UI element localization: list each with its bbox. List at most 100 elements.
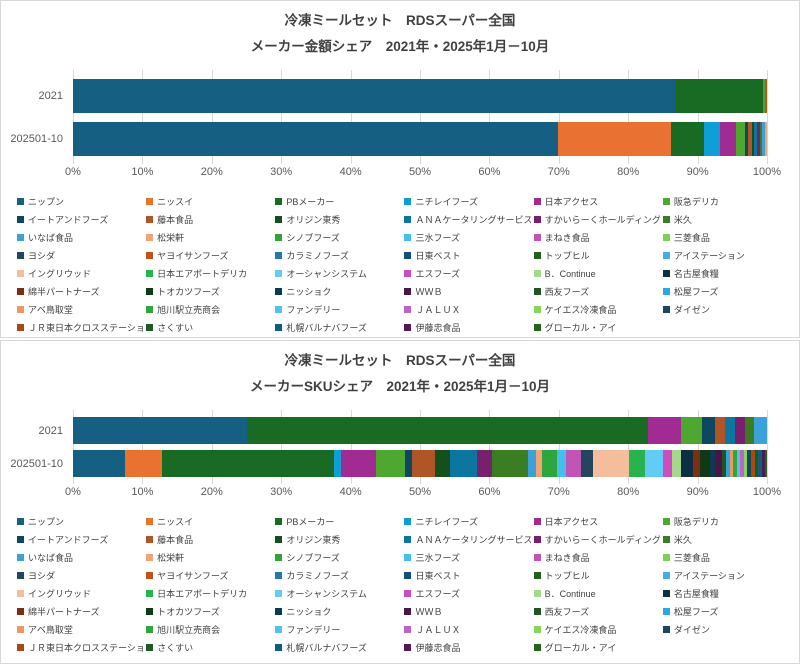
bar-segment[interactable] <box>714 417 726 444</box>
legend-item[interactable]: さくすい <box>146 320 272 334</box>
bar-segment[interactable] <box>744 121 749 156</box>
bar-segment[interactable] <box>754 417 767 444</box>
legend-item[interactable]: ダイゼン <box>662 302 789 316</box>
legend-item[interactable]: B．Continue <box>533 586 660 600</box>
bar-segment[interactable] <box>750 450 755 477</box>
legend-item[interactable]: 三水フーズ <box>404 230 530 244</box>
bar-segment[interactable] <box>733 450 737 477</box>
legend-item[interactable]: ケイエス冷凍食品 <box>533 622 660 636</box>
bar-segment[interactable] <box>645 450 664 477</box>
bar-segment[interactable] <box>161 450 334 477</box>
legend-item[interactable]: オリジン東秀 <box>275 212 401 226</box>
legend-item[interactable]: 名古屋食糧 <box>662 586 789 600</box>
legend-item[interactable]: 綿半パートナーズ <box>17 284 143 298</box>
bar-segment[interactable] <box>764 121 767 156</box>
legend-item[interactable]: ニッショク <box>275 284 401 298</box>
bar-segment[interactable] <box>725 450 730 477</box>
legend-item[interactable]: アイステーション <box>662 248 789 262</box>
legend-item[interactable]: PBメーカー <box>275 514 401 528</box>
legend-item[interactable]: エスフーズ <box>404 586 530 600</box>
legend-item[interactable]: ヨシダ <box>17 568 143 582</box>
legend-item[interactable]: 日本アクセス <box>533 194 660 208</box>
bar-segment[interactable] <box>719 121 736 156</box>
bar-segment[interactable] <box>558 121 672 156</box>
bar-segment[interactable] <box>648 417 681 444</box>
legend-item[interactable]: 米久 <box>662 212 789 226</box>
bar-segment[interactable] <box>73 121 559 156</box>
bar-segment[interactable] <box>700 450 710 477</box>
bar-segment[interactable] <box>702 417 715 444</box>
bar-segment[interactable] <box>681 450 694 477</box>
bar-segment[interactable] <box>680 417 703 444</box>
legend-item[interactable]: ＡＮＡケータリングサービス <box>404 532 531 546</box>
legend-item[interactable]: エスフーズ <box>404 266 530 280</box>
bar-segment[interactable] <box>743 450 748 477</box>
legend-item[interactable]: ニッショク <box>275 604 401 618</box>
legend-item[interactable]: トオカツフーズ <box>146 604 272 618</box>
legend-item[interactable]: オーシャンシステム <box>275 266 401 280</box>
legend-item[interactable]: ファンデリー <box>275 622 401 636</box>
bar-segment[interactable] <box>740 450 744 477</box>
legend-item[interactable]: 日東ベスト <box>404 248 530 262</box>
legend-item[interactable]: 三菱食品 <box>662 550 789 564</box>
legend-item[interactable]: 札幌バルナバフーズ <box>275 640 401 654</box>
legend-item[interactable]: 藤本食品 <box>146 532 272 546</box>
legend-item[interactable]: 名古屋食糧 <box>662 266 789 280</box>
bar-segment[interactable] <box>758 450 762 477</box>
legend-item[interactable]: いなば食品 <box>17 550 143 564</box>
legend-item[interactable]: グローカル・アイ <box>533 320 660 334</box>
legend-item[interactable]: 松栄軒 <box>146 550 272 564</box>
legend-item[interactable]: ニチレイフーズ <box>404 514 530 528</box>
bar-segment[interactable] <box>759 121 763 156</box>
legend-item[interactable]: 阪急デリカ <box>662 514 789 528</box>
bar-segment[interactable] <box>556 450 567 477</box>
legend-item[interactable]: 伊藤忠食品 <box>404 320 530 334</box>
legend-item[interactable]: ＪＡＬＵＸ <box>404 622 530 636</box>
legend-item[interactable]: 藤本食品 <box>146 212 272 226</box>
legend-item[interactable]: ニッスイ <box>146 514 272 528</box>
bar-segment[interactable] <box>542 450 557 477</box>
legend-item[interactable]: ＪＲ東日本クロスステーション <box>17 640 143 654</box>
bar-segment[interactable] <box>125 450 162 477</box>
legend-item[interactable]: アベ鳥取堂 <box>17 302 143 316</box>
bar-segment[interactable] <box>736 450 741 477</box>
bar-segment[interactable] <box>566 450 581 477</box>
legend-item[interactable]: ニッスイ <box>146 194 272 208</box>
legend-item[interactable]: 松屋フーズ <box>662 604 789 618</box>
bar-segment[interactable] <box>721 450 726 477</box>
bar-segment[interactable] <box>536 450 543 477</box>
legend-item[interactable]: アイステーション <box>662 568 789 582</box>
legend-item[interactable]: ＷＷＢ <box>404 604 530 618</box>
legend-item[interactable]: さくすい <box>146 640 272 654</box>
legend-item[interactable]: ニップン <box>17 514 143 528</box>
bar-segment[interactable] <box>375 450 406 477</box>
legend-item[interactable]: グローカル・アイ <box>533 640 660 654</box>
legend-item[interactable]: まねき食品 <box>533 550 660 564</box>
bar-segment[interactable] <box>73 450 126 477</box>
legend-item[interactable]: 三菱食品 <box>662 230 789 244</box>
bar-segment[interactable] <box>580 450 593 477</box>
bar-segment[interactable] <box>592 450 629 477</box>
bar-segment[interactable] <box>528 450 537 477</box>
legend-item[interactable]: 松栄軒 <box>146 230 272 244</box>
bar-segment[interactable] <box>725 417 736 444</box>
bar-segment[interactable] <box>340 450 376 477</box>
legend-item[interactable]: PBメーカー <box>275 194 401 208</box>
bar-segment[interactable] <box>333 450 341 477</box>
legend-item[interactable]: B．Continue <box>533 266 660 280</box>
legend-item[interactable]: 松屋フーズ <box>662 284 789 298</box>
legend-item[interactable]: 西友フーズ <box>533 284 660 298</box>
legend-item[interactable]: カラミノフーズ <box>275 568 401 582</box>
legend-item[interactable]: 阪急デリカ <box>662 194 789 208</box>
legend-item[interactable]: イートアンドフーズ <box>17 212 143 226</box>
legend-item[interactable]: イングリウッド <box>17 586 143 600</box>
legend-item[interactable]: ニチレイフーズ <box>404 194 530 208</box>
legend-item[interactable]: ダイゼン <box>662 622 789 636</box>
bar-segment[interactable] <box>748 121 752 156</box>
legend-item[interactable]: トップヒル <box>533 568 660 582</box>
bar-segment[interactable] <box>434 450 451 477</box>
legend-item[interactable]: 伊藤忠食品 <box>404 640 530 654</box>
bar-segment[interactable] <box>405 450 412 477</box>
legend-item[interactable]: イートアンドフーズ <box>17 532 143 546</box>
bar-segment[interactable] <box>745 417 755 444</box>
